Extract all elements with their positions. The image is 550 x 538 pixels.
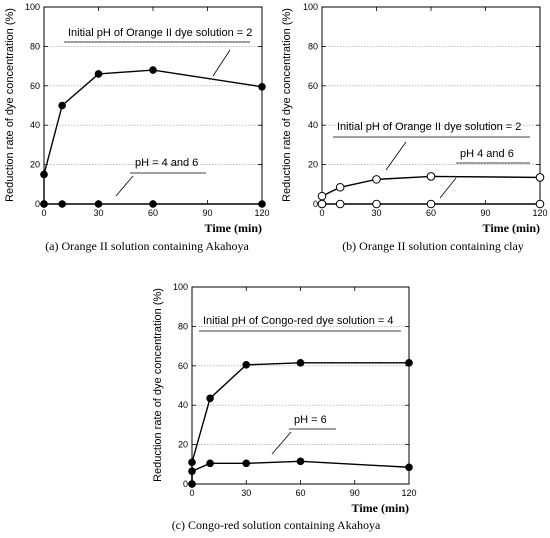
x-tick-label: 0 <box>189 488 194 498</box>
data-point <box>242 361 251 369</box>
panel-c-marks <box>188 359 413 488</box>
panel-a-annotation-ph2-leader <box>212 49 231 77</box>
x-tick-label: 0 <box>319 208 324 218</box>
y-tick-label: 100 <box>173 282 188 292</box>
data-point <box>188 480 196 488</box>
y-tick-label: 100 <box>303 2 318 12</box>
data-point <box>149 200 157 208</box>
panel-a-caption: (a) Orange II solution containing Akahoy… <box>45 239 249 253</box>
data-point <box>40 170 48 179</box>
y-tick-label: 80 <box>308 41 318 51</box>
data-point <box>58 101 66 110</box>
panel-b-caption: (b) Orange II solution containing clay <box>342 239 524 253</box>
panel-c-xlabel: Time (min) <box>352 501 409 515</box>
data-point <box>94 70 103 78</box>
x-tick-label: 0 <box>41 208 46 218</box>
x-tick-label: 120 <box>254 208 269 218</box>
data-point <box>149 66 157 74</box>
data-point <box>206 459 214 468</box>
data-point <box>335 199 345 209</box>
y-tick-label: 0 <box>183 479 188 489</box>
data-point <box>58 200 66 208</box>
data-point <box>317 191 327 201</box>
panel-a-marks <box>40 66 266 208</box>
x-tick-label: 90 <box>350 488 360 498</box>
data-point <box>296 457 305 466</box>
panel-b-ylabel: Reduction rate of dye concentration (%) <box>281 8 293 202</box>
panel-c-ticks: 0 20 40 60 80 100 0 30 60 90 120 <box>173 282 417 498</box>
panel-b-annotation-ph2: Initial pH of Orange II dye solution = 2 <box>337 121 521 133</box>
data-point <box>372 199 381 209</box>
y-tick-label: 40 <box>30 120 40 130</box>
x-tick-label: 30 <box>371 208 381 218</box>
y-tick-label: 20 <box>178 440 188 450</box>
y-tick-label: 40 <box>178 400 188 410</box>
x-tick-label: 60 <box>426 208 436 218</box>
panel-b-annotation-ph46-leader <box>439 177 457 199</box>
panel-b: 0 20 40 60 80 100 0 30 60 90 120 Reduction rate of… <box>281 2 548 253</box>
panel-c-ylabel: Reduction rate of dye concentration (%) <box>152 288 164 482</box>
panel-a-xlabel: Time (min) <box>205 221 262 235</box>
panel-c-annotation-ph6-leader <box>271 431 292 455</box>
y-tick-label: 0 <box>313 199 318 209</box>
data-point <box>426 199 436 209</box>
y-tick-label: 100 <box>25 2 40 12</box>
series-line <box>43 69 263 204</box>
data-point <box>535 173 545 182</box>
data-point <box>258 82 266 91</box>
x-tick-label: 60 <box>148 208 158 218</box>
y-tick-label: 60 <box>308 81 318 91</box>
data-point <box>426 172 436 181</box>
panel-a-annotation-ph46: pH = 4 and 6 <box>135 157 198 169</box>
y-tick-label: 60 <box>178 361 188 371</box>
data-point <box>405 463 413 472</box>
data-point <box>94 200 103 208</box>
data-point <box>372 175 381 184</box>
y-tick-label: 80 <box>178 321 188 331</box>
panel-b-annotation-ph46: pH 4 and 6 <box>460 148 514 160</box>
data-point <box>535 199 545 209</box>
y-tick-label: 40 <box>308 120 318 130</box>
panel-b-gridlines <box>322 46 540 165</box>
panel-c-annotation-ph4: Initial pH of Congo-red dye solution = 4 <box>203 315 393 327</box>
data-point <box>335 182 345 192</box>
data-point <box>405 359 413 367</box>
y-tick-label: 0 <box>35 199 40 209</box>
panel-b-ticks: 0 20 40 60 80 100 0 30 60 90 120 <box>303 2 548 218</box>
panel-a-annotation-ph46-leader <box>115 175 134 197</box>
panel-a-gridlines <box>44 46 262 165</box>
x-tick-label: 120 <box>532 208 547 218</box>
x-tick-label: 90 <box>202 208 212 218</box>
y-tick-label: 20 <box>308 160 318 170</box>
x-tick-label: 60 <box>295 488 305 498</box>
data-point <box>242 459 251 468</box>
x-tick-label: 30 <box>93 208 103 218</box>
data-point <box>188 467 196 475</box>
panel-a-ylabel: Reduction rate of dye concentration (%) <box>4 8 16 202</box>
panel-c-annotation-ph6: pH = 6 <box>294 414 327 426</box>
y-tick-label: 60 <box>30 81 40 91</box>
y-tick-label: 80 <box>30 41 40 51</box>
panel-b-xlabel: Time (min) <box>483 221 540 235</box>
panel-b-annotation-ph2-leader <box>385 141 407 171</box>
data-point <box>40 200 48 208</box>
data-point <box>258 200 266 208</box>
data-point <box>296 359 305 367</box>
y-tick-label: 20 <box>30 160 40 170</box>
x-tick-label: 120 <box>401 488 416 498</box>
data-point <box>317 199 327 209</box>
panel-a-annotation-ph2: Initial pH of Orange II dye solution = 2 <box>68 27 252 39</box>
panel-a: 0 20 40 60 80 100 0 30 60 90 120 Reduction rate of… <box>4 2 270 253</box>
panel-b-marks <box>317 172 545 209</box>
data-point <box>188 458 196 467</box>
x-tick-label: 90 <box>480 208 490 218</box>
panel-c-caption: (c) Congo-red solution containing Akahoy… <box>172 518 381 532</box>
data-point <box>206 394 214 403</box>
x-tick-label: 30 <box>241 488 251 498</box>
panel-c: 0 20 40 60 80 100 0 30 60 90 120 Reduction rate of… <box>152 282 417 532</box>
